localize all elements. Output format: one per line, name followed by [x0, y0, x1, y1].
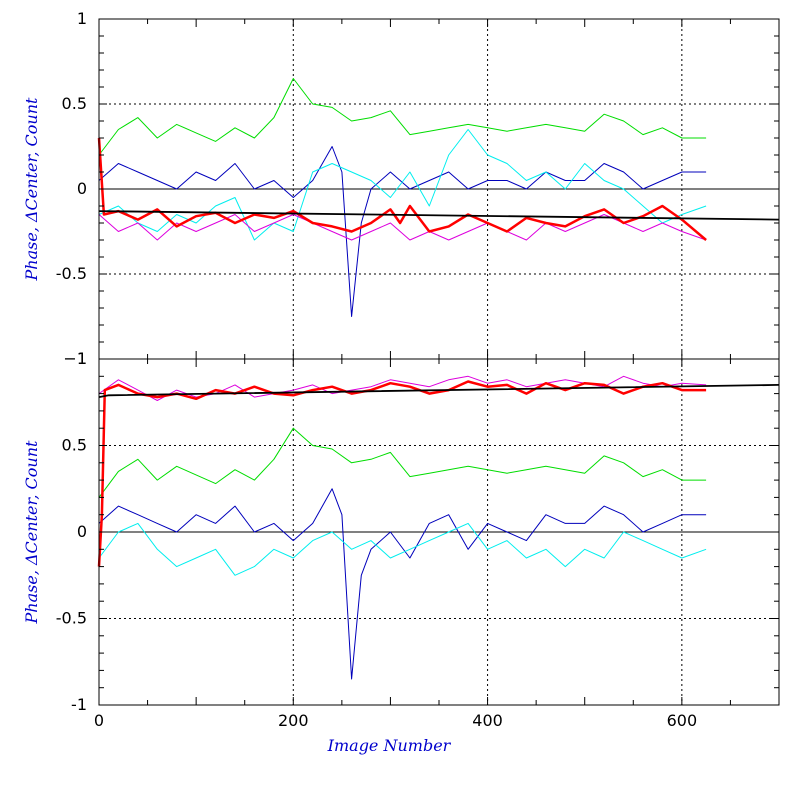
series-line-1 — [98, 78, 707, 156]
y-tick-label: -0.5 — [56, 264, 87, 283]
series-line-6 — [98, 384, 780, 398]
series-line-3 — [98, 522, 707, 576]
series-line-3 — [98, 129, 707, 241]
y-tick-label: 0.5 — [62, 94, 87, 113]
series-line-2 — [98, 488, 707, 680]
series-line-1 — [98, 427, 707, 498]
y-axis-title: Phase, ΔCenter, Count — [22, 97, 41, 281]
x-tick-label: 0 — [94, 711, 104, 730]
y-tick-label: −1 — [63, 349, 87, 368]
y-tick-label: -1 — [71, 695, 87, 714]
y-tick-label: 1 — [77, 9, 87, 28]
series-line-2 — [98, 146, 707, 317]
y-axis-title: Phase, ΔCenter, Count — [22, 440, 41, 624]
x-tick-label: 400 — [472, 711, 503, 730]
y-tick-label: 0.5 — [62, 436, 87, 455]
y-tick-label: 0 — [77, 179, 87, 198]
x-axis-title: Image Number — [327, 736, 452, 755]
y-tick-label: 1 — [77, 349, 87, 368]
series-line-4 — [98, 214, 707, 241]
series-line-5 — [97, 137, 707, 241]
y-tick-label: -0.5 — [56, 609, 87, 628]
series-line-6 — [98, 210, 780, 221]
chart-panel-bottom: 1 0.5 0 -0.5 -1 0 200 400 600 Phase, ΔCenter, Cou… — [22, 349, 780, 755]
series-line-5 — [97, 380, 707, 567]
chart-panel-top: 1 0.5 0 -0.5 −1 Phase, ΔCenter, Count — [22, 9, 780, 368]
x-tick-label: 600 — [667, 711, 698, 730]
x-tick-label: 200 — [278, 711, 309, 730]
y-tick-label: 0 — [77, 522, 87, 541]
